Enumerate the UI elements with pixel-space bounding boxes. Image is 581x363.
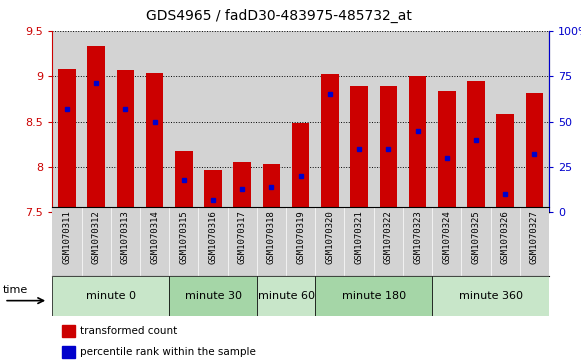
Text: GDS4965 / fadD30-483975-485732_at: GDS4965 / fadD30-483975-485732_at bbox=[146, 9, 412, 23]
Text: minute 0: minute 0 bbox=[86, 291, 136, 301]
Bar bbox=[52, 276, 169, 316]
Bar bbox=[62, 325, 74, 337]
Text: GSM1070317: GSM1070317 bbox=[238, 210, 247, 264]
Text: time: time bbox=[3, 285, 28, 295]
Text: GSM1070316: GSM1070316 bbox=[209, 210, 217, 264]
Bar bbox=[292, 122, 310, 212]
Bar bbox=[205, 170, 222, 212]
Bar bbox=[263, 164, 280, 212]
Text: GSM1070320: GSM1070320 bbox=[325, 210, 335, 264]
Bar bbox=[432, 276, 549, 316]
Text: percentile rank within the sample: percentile rank within the sample bbox=[80, 347, 256, 357]
Bar bbox=[234, 162, 251, 212]
Text: GSM1070321: GSM1070321 bbox=[354, 210, 364, 264]
Bar bbox=[496, 114, 514, 212]
Text: GSM1070315: GSM1070315 bbox=[180, 210, 188, 264]
Bar bbox=[467, 81, 485, 212]
Bar bbox=[62, 346, 74, 358]
Bar bbox=[315, 276, 432, 316]
Text: GSM1070313: GSM1070313 bbox=[121, 210, 130, 264]
Bar bbox=[169, 276, 257, 316]
Bar bbox=[438, 91, 456, 212]
Bar bbox=[175, 151, 192, 212]
Bar bbox=[58, 69, 76, 212]
Bar bbox=[257, 276, 315, 316]
Bar bbox=[321, 73, 339, 212]
Text: GSM1070311: GSM1070311 bbox=[62, 210, 71, 264]
Bar bbox=[350, 86, 368, 212]
Bar bbox=[379, 86, 397, 212]
Text: minute 360: minute 360 bbox=[458, 291, 522, 301]
Text: minute 60: minute 60 bbox=[257, 291, 314, 301]
Text: GSM1070323: GSM1070323 bbox=[413, 210, 422, 264]
Text: GSM1070327: GSM1070327 bbox=[530, 210, 539, 264]
Text: minute 180: minute 180 bbox=[342, 291, 406, 301]
Bar bbox=[526, 93, 543, 212]
Text: GSM1070312: GSM1070312 bbox=[92, 210, 101, 264]
Text: GSM1070325: GSM1070325 bbox=[472, 210, 480, 264]
Bar bbox=[409, 76, 426, 212]
Text: GSM1070326: GSM1070326 bbox=[501, 210, 510, 264]
Bar bbox=[117, 70, 134, 212]
Text: GSM1070319: GSM1070319 bbox=[296, 210, 305, 264]
Text: GSM1070314: GSM1070314 bbox=[150, 210, 159, 264]
Text: GSM1070324: GSM1070324 bbox=[442, 210, 451, 264]
Text: minute 30: minute 30 bbox=[185, 291, 242, 301]
Text: GSM1070322: GSM1070322 bbox=[384, 210, 393, 264]
Bar bbox=[146, 73, 163, 212]
Text: transformed count: transformed count bbox=[80, 326, 177, 336]
Bar bbox=[87, 46, 105, 212]
Text: GSM1070318: GSM1070318 bbox=[267, 210, 276, 264]
